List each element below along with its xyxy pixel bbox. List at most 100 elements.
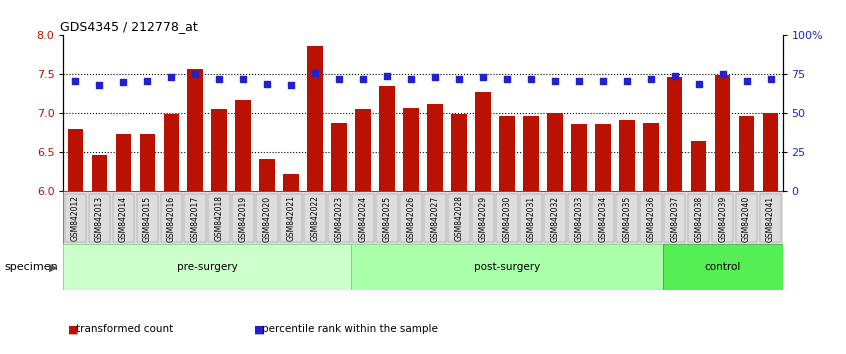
Text: pre-surgery: pre-surgery: [177, 262, 238, 272]
Bar: [715, 75, 730, 191]
Bar: [595, 124, 611, 191]
Text: GSM842040: GSM842040: [742, 195, 751, 242]
Point: [164, 75, 178, 80]
Text: GSM842033: GSM842033: [574, 195, 583, 242]
Text: GSM842028: GSM842028: [454, 195, 464, 241]
Point: [548, 78, 562, 84]
FancyBboxPatch shape: [208, 194, 230, 241]
Text: GSM842023: GSM842023: [335, 195, 343, 241]
Bar: [523, 116, 539, 191]
Text: GSM842038: GSM842038: [695, 195, 703, 241]
Point: [332, 76, 346, 82]
Text: GSM842014: GSM842014: [119, 195, 128, 241]
Point: [284, 82, 298, 88]
Bar: [667, 78, 683, 191]
Point: [524, 76, 537, 82]
FancyBboxPatch shape: [113, 194, 135, 241]
Text: GSM842026: GSM842026: [407, 195, 415, 241]
FancyBboxPatch shape: [472, 194, 494, 241]
Point: [572, 78, 585, 84]
Text: ▶: ▶: [49, 262, 58, 272]
Text: GSM842019: GSM842019: [239, 195, 248, 241]
Text: GSM842025: GSM842025: [382, 195, 392, 241]
FancyBboxPatch shape: [305, 194, 326, 241]
Point: [261, 81, 274, 86]
Point: [739, 78, 753, 84]
Text: GSM842036: GSM842036: [646, 195, 655, 242]
Bar: [571, 124, 586, 191]
Point: [692, 81, 706, 86]
Point: [476, 75, 490, 80]
Bar: [499, 116, 514, 191]
Bar: [451, 114, 467, 191]
Point: [212, 76, 226, 82]
Text: GSM842021: GSM842021: [287, 195, 295, 241]
Bar: [188, 69, 203, 191]
Text: GSM842029: GSM842029: [479, 195, 487, 241]
Text: GSM842031: GSM842031: [526, 195, 536, 241]
Bar: [91, 155, 107, 191]
Point: [140, 78, 154, 84]
Text: GSM842012: GSM842012: [71, 195, 80, 241]
Bar: [355, 109, 371, 191]
Bar: [643, 122, 658, 191]
Text: GSM842037: GSM842037: [670, 195, 679, 242]
FancyBboxPatch shape: [63, 244, 351, 290]
Text: GSM842032: GSM842032: [551, 195, 559, 241]
Bar: [379, 86, 395, 191]
FancyBboxPatch shape: [736, 194, 757, 241]
Text: GSM842013: GSM842013: [95, 195, 104, 241]
Point: [380, 73, 393, 79]
Text: GSM842024: GSM842024: [359, 195, 367, 241]
FancyBboxPatch shape: [448, 194, 470, 241]
Bar: [427, 104, 442, 191]
FancyBboxPatch shape: [662, 244, 783, 290]
Bar: [260, 159, 275, 191]
Text: GSM842015: GSM842015: [143, 195, 151, 241]
Text: GSM842039: GSM842039: [718, 195, 727, 242]
Point: [69, 78, 82, 84]
FancyBboxPatch shape: [351, 244, 662, 290]
Text: GSM842018: GSM842018: [215, 195, 223, 241]
FancyBboxPatch shape: [520, 194, 541, 241]
Point: [356, 76, 370, 82]
Point: [644, 76, 657, 82]
Text: GSM842016: GSM842016: [167, 195, 176, 241]
FancyBboxPatch shape: [616, 194, 638, 241]
FancyBboxPatch shape: [161, 194, 182, 241]
Point: [667, 73, 681, 79]
Point: [716, 72, 729, 77]
Point: [92, 82, 106, 88]
FancyBboxPatch shape: [352, 194, 374, 241]
FancyBboxPatch shape: [496, 194, 518, 241]
FancyBboxPatch shape: [711, 194, 733, 241]
Point: [500, 76, 514, 82]
Text: GSM842022: GSM842022: [310, 195, 320, 241]
Bar: [475, 92, 491, 191]
FancyBboxPatch shape: [64, 194, 86, 241]
FancyBboxPatch shape: [233, 194, 254, 241]
Point: [308, 70, 321, 76]
FancyBboxPatch shape: [184, 194, 206, 241]
Bar: [283, 174, 299, 191]
FancyBboxPatch shape: [328, 194, 350, 241]
Text: GSM842035: GSM842035: [623, 195, 631, 242]
Bar: [212, 109, 227, 191]
Bar: [404, 108, 419, 191]
Bar: [547, 113, 563, 191]
Point: [236, 76, 250, 82]
Bar: [307, 46, 323, 191]
FancyBboxPatch shape: [89, 194, 110, 241]
Bar: [691, 141, 706, 191]
Point: [596, 78, 609, 84]
FancyBboxPatch shape: [424, 194, 446, 241]
Text: specimen: specimen: [4, 262, 58, 272]
Text: ■: ■: [68, 324, 78, 334]
Bar: [68, 129, 83, 191]
Point: [189, 72, 202, 77]
Point: [117, 79, 130, 85]
Bar: [763, 113, 778, 191]
Text: post-surgery: post-surgery: [474, 262, 540, 272]
Text: percentile rank within the sample: percentile rank within the sample: [262, 324, 438, 334]
FancyBboxPatch shape: [760, 194, 782, 241]
